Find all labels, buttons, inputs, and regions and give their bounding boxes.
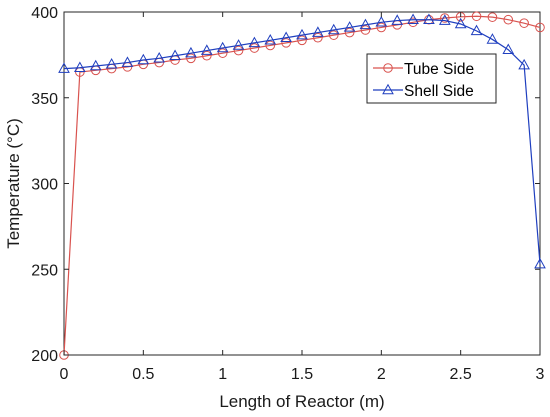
data-point — [200, 44, 213, 55]
data-point — [312, 26, 324, 37]
data-point — [265, 40, 276, 51]
data-point — [169, 49, 181, 60]
data-point — [391, 14, 404, 25]
legend-entry-shell-side: Shell Side — [373, 83, 474, 100]
legend-label-shell-side: Shell Side — [404, 83, 474, 100]
data-point — [327, 23, 340, 35]
data-point — [534, 257, 546, 269]
data-point — [359, 18, 372, 30]
legend: Tube Side Shell Side — [366, 53, 497, 104]
data-point — [438, 14, 451, 25]
data-point — [344, 27, 355, 38]
data-point — [280, 31, 292, 42]
y-tick-label: 200 — [31, 348, 58, 365]
data-point — [297, 35, 307, 46]
series-line — [63, 19, 541, 265]
data-point — [487, 12, 498, 22]
data-point — [217, 48, 228, 58]
data-point — [470, 24, 483, 36]
legend-marker-shell-side — [382, 83, 394, 95]
data-point — [281, 38, 291, 48]
data-point — [407, 13, 419, 24]
series-shell-side — [58, 13, 546, 269]
data-point — [202, 50, 212, 61]
data-point — [105, 58, 118, 69]
x-tick-label: 0.5 — [132, 366, 154, 383]
x-tick-label: 2 — [377, 366, 386, 383]
data-point — [440, 13, 450, 23]
x-tick-label: 0 — [60, 366, 69, 383]
legend-label-tube-side: Tube Side — [404, 61, 474, 78]
data-point — [186, 53, 196, 64]
data-point — [360, 25, 371, 35]
data-point — [216, 41, 229, 53]
data-point — [137, 53, 150, 65]
data-point — [454, 17, 467, 29]
legend-marker-tube-side — [383, 63, 393, 73]
data-point — [121, 56, 134, 67]
data-point — [502, 43, 515, 54]
y-tick-label: 300 — [31, 177, 58, 194]
y-tick-label: 350 — [31, 91, 58, 108]
x-axis-label: Length of Reactor (m) — [219, 392, 384, 411]
y-tick-label: 400 — [31, 5, 58, 22]
data-point — [249, 43, 260, 53]
data-point — [343, 21, 356, 32]
data-point — [376, 22, 387, 33]
data-point — [503, 14, 514, 25]
data-point — [248, 36, 261, 48]
data-point — [313, 32, 323, 43]
data-point — [519, 18, 529, 28]
data-point — [471, 11, 482, 22]
x-tick-label: 1.5 — [291, 366, 313, 383]
y-tick-label: 250 — [31, 262, 58, 279]
x-tick-label: 2.5 — [450, 366, 472, 383]
data-point — [328, 30, 339, 40]
data-point — [74, 61, 86, 72]
legend-entry-tube-side: Tube Side — [373, 61, 474, 78]
axis-ticks: 0 0.5 1 1.5 2 2.5 3 200 250 300 350 400 — [31, 5, 544, 383]
y-axis-label: Temperature (°C) — [4, 118, 23, 249]
data-point — [486, 33, 499, 44]
data-point — [296, 28, 308, 40]
data-point — [535, 22, 545, 33]
data-point — [89, 59, 102, 71]
x-tick-label: 3 — [536, 366, 545, 383]
x-tick-label: 1 — [218, 366, 227, 383]
data-point — [423, 13, 435, 24]
data-point — [264, 34, 277, 45]
data-point — [232, 39, 245, 50]
data-point — [518, 58, 530, 70]
data-point — [233, 45, 244, 56]
data-point — [185, 46, 197, 58]
data-point — [375, 16, 388, 27]
data-point — [58, 62, 70, 73]
data-point — [153, 52, 166, 63]
legend-box — [366, 53, 497, 104]
